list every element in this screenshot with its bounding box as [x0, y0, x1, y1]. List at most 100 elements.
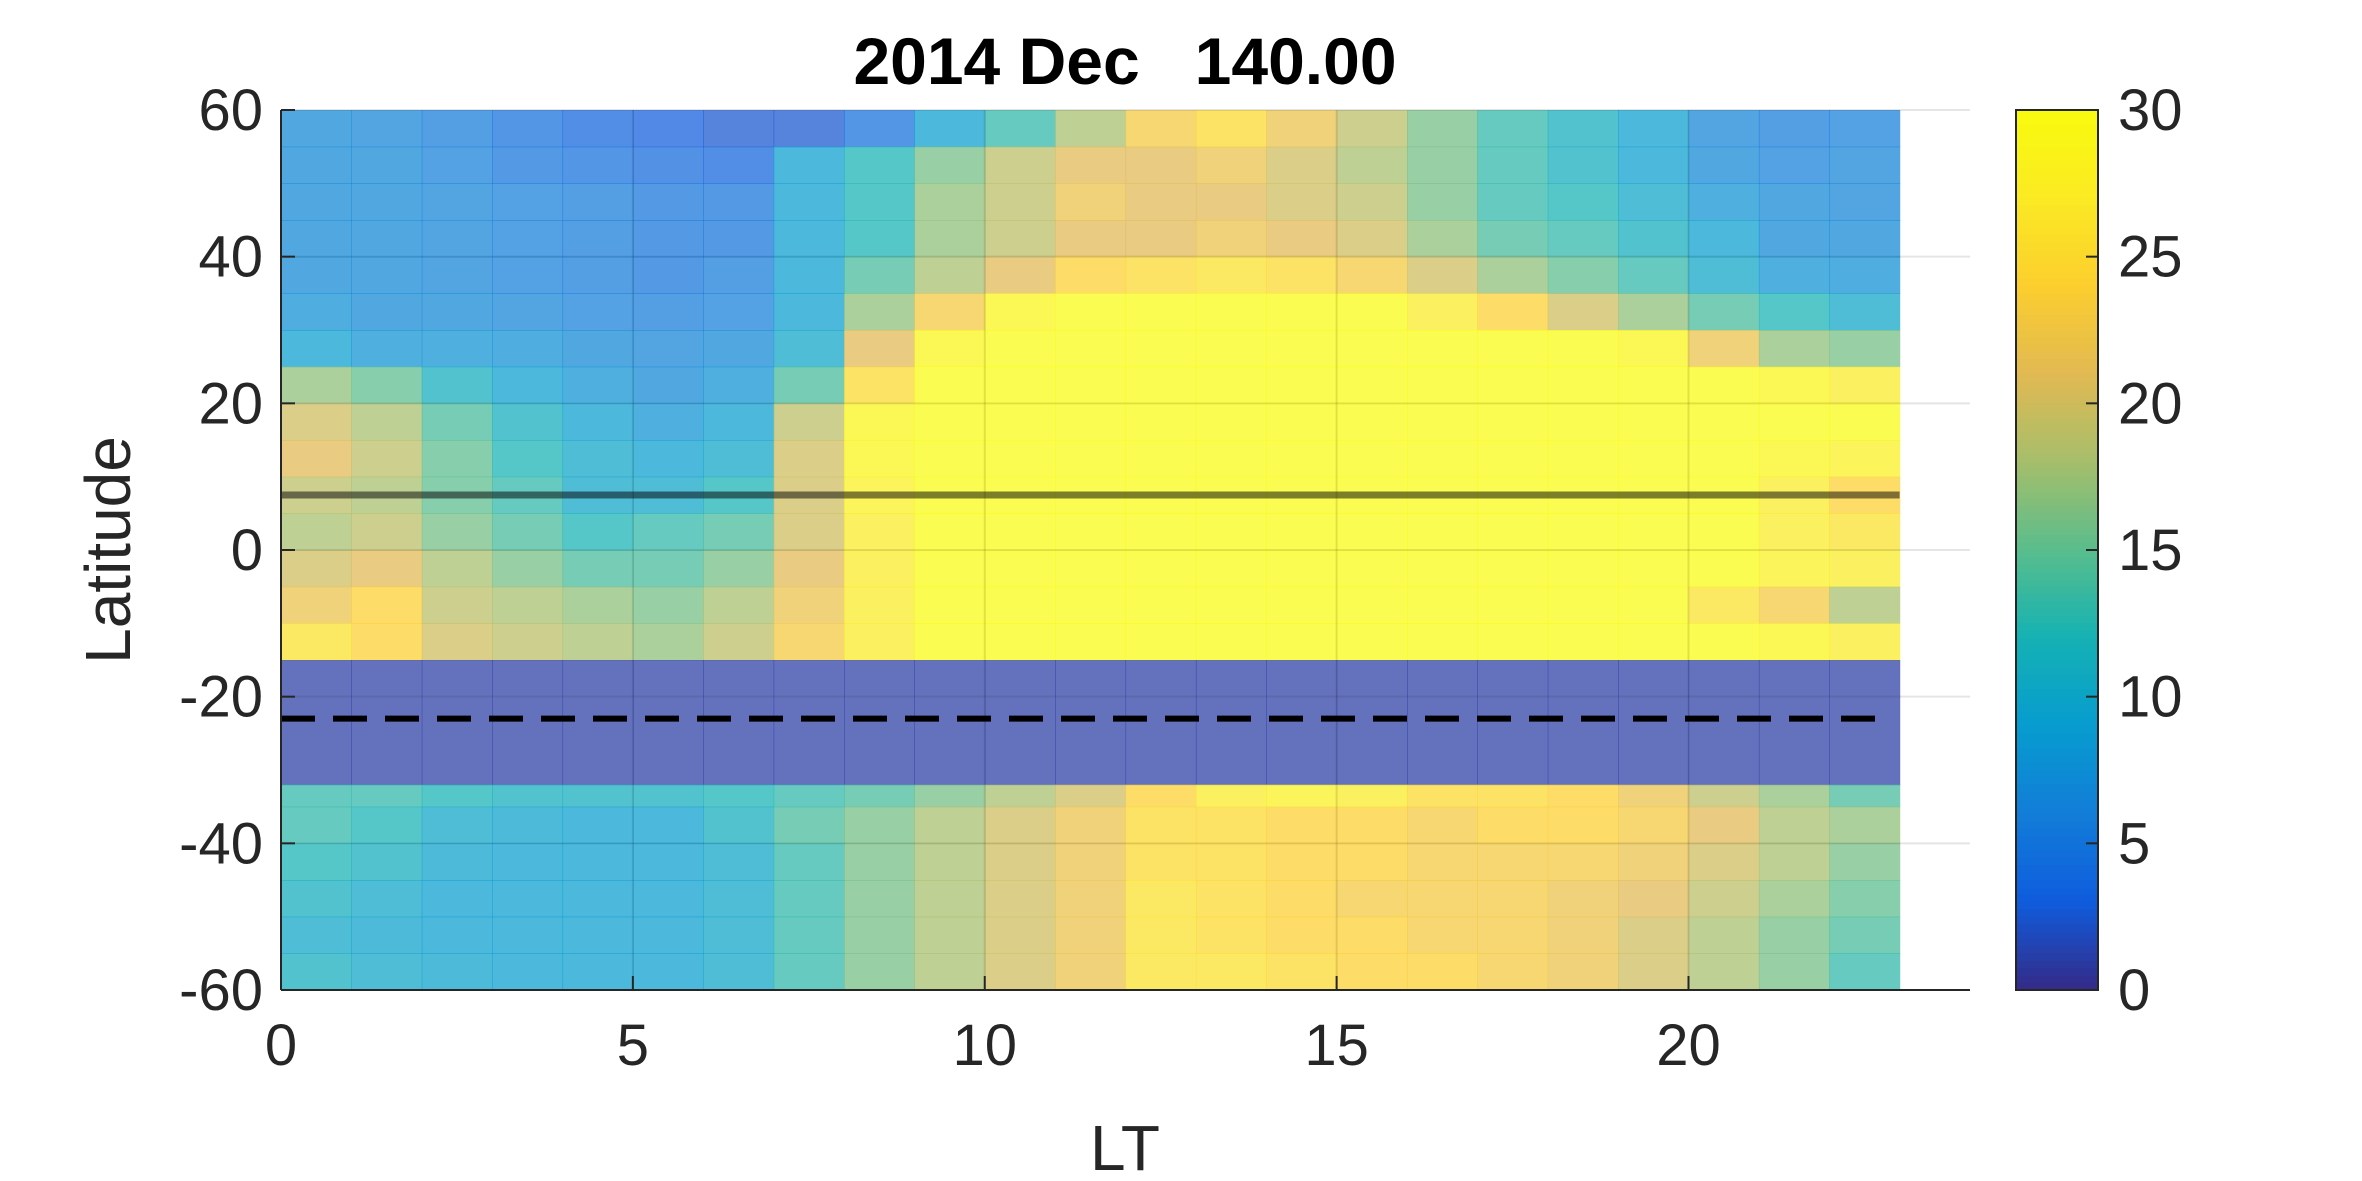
heatmap-cell — [984, 513, 1056, 551]
heatmap-cell — [844, 550, 915, 588]
colorbar-segment — [2016, 674, 2098, 683]
heatmap-cell — [773, 256, 845, 294]
heatmap-cell — [1266, 953, 1338, 991]
heatmap-cell — [492, 183, 564, 221]
heatmap-cell — [492, 806, 564, 844]
heatmap-cell — [1547, 110, 1619, 148]
colorbar-segment — [2016, 828, 2098, 837]
heatmap-cell — [1407, 843, 1478, 881]
heatmap-cell — [1618, 843, 1690, 881]
heatmap-cell — [1688, 146, 1760, 184]
heatmap-cell — [1407, 293, 1478, 331]
colorbar-segment — [2016, 689, 2098, 698]
heatmap-cell — [1618, 784, 1690, 808]
heatmap-cell — [1195, 550, 1267, 588]
y-axis-label: Latitude — [72, 436, 144, 664]
heatmap-cell — [1688, 660, 1760, 786]
heatmap-cell — [492, 256, 564, 294]
heatmap-cell — [1336, 146, 1408, 184]
colorbar-tick-label: 5 — [2118, 811, 2150, 876]
heatmap-cell — [1829, 110, 1901, 148]
heatmap-cell — [1266, 220, 1338, 258]
heatmap-cell — [703, 843, 775, 881]
heatmap-cell — [351, 953, 423, 991]
heatmap-cell — [562, 256, 634, 294]
colorbar-segment — [2016, 843, 2098, 852]
heatmap-cell — [351, 220, 423, 258]
heatmap-cell — [1829, 440, 1901, 478]
heatmap-cell — [1829, 806, 1901, 844]
heatmap-cell — [844, 806, 915, 844]
heatmap-cell — [1758, 784, 1830, 808]
heatmap-cell — [1407, 220, 1478, 258]
heatmap-cell — [1125, 660, 1197, 786]
heatmap-cell — [351, 880, 423, 918]
heatmap-cell — [1829, 880, 1901, 918]
heatmap-cell — [492, 953, 564, 991]
heatmap-cell — [1195, 880, 1267, 918]
heatmap-cell — [703, 586, 775, 624]
colorbar-segment — [2016, 359, 2098, 368]
heatmap-cell — [632, 366, 704, 404]
heatmap-cell — [1688, 366, 1760, 404]
heatmap-cell — [1055, 916, 1127, 954]
heatmap-cell — [632, 623, 704, 661]
heatmap-cell — [421, 440, 493, 478]
colorbar-tick-label: 10 — [2118, 665, 2183, 730]
colorbar-segment — [2016, 982, 2098, 991]
heatmap-cell — [351, 366, 423, 404]
heatmap-cell — [632, 110, 704, 148]
heatmap-cell — [1407, 916, 1478, 954]
heatmap-cell — [1547, 403, 1619, 441]
heatmap-cell — [351, 293, 423, 331]
colorbar-segment — [2016, 286, 2098, 294]
heatmap-cell — [562, 146, 634, 184]
colorbar-segment — [2016, 784, 2098, 793]
heatmap-cell — [632, 513, 704, 551]
heatmap-cell — [351, 843, 423, 881]
heatmap-cell — [773, 146, 845, 184]
heatmap-cell — [1195, 330, 1267, 368]
heatmap-cell — [703, 183, 775, 221]
heatmap-cell — [1829, 330, 1901, 368]
x-axis-label: LT — [1090, 1112, 1160, 1181]
colorbar-segment — [2016, 645, 2098, 654]
colorbar-segment — [2016, 469, 2098, 478]
heatmap-cell — [562, 806, 634, 844]
y-tick-label: -20 — [179, 665, 263, 730]
heatmap-cell — [1055, 880, 1127, 918]
heatmap-cell — [1266, 806, 1338, 844]
heatmap-cell — [1055, 550, 1127, 588]
heatmap-cell — [1125, 916, 1197, 954]
heatmap-cell — [281, 183, 352, 221]
heatmap-cell — [984, 953, 1056, 991]
heatmap-cell — [1125, 953, 1197, 991]
heatmap-cell — [1477, 513, 1549, 551]
heatmap-cell — [1547, 916, 1619, 954]
heatmap-cell — [1829, 220, 1901, 258]
heatmap-cell — [1125, 220, 1197, 258]
heatmap-cell — [1688, 403, 1760, 441]
colorbar-segment — [2016, 220, 2098, 228]
heatmap-cell — [281, 403, 352, 441]
heatmap-cell — [562, 586, 634, 624]
heatmap-cell — [421, 330, 493, 368]
heatmap-cell — [421, 366, 493, 404]
colorbar-segment — [2016, 227, 2098, 236]
heatmap-cell — [844, 953, 915, 991]
colorbar-segment — [2016, 410, 2098, 419]
heatmap-cell — [773, 183, 845, 221]
heatmap-cell — [1195, 220, 1267, 258]
heatmap-cell — [1195, 660, 1267, 786]
heatmap-cell — [492, 880, 564, 918]
heatmap-cell — [1195, 586, 1267, 624]
heatmap-cell — [1758, 916, 1830, 954]
heatmap-cell — [1688, 330, 1760, 368]
colorbar-segment — [2016, 608, 2098, 617]
heatmap-cell — [562, 183, 634, 221]
heatmap-cell — [1547, 293, 1619, 331]
heatmap-cell — [914, 623, 986, 661]
colorbar-segment — [2016, 146, 2098, 155]
colorbar-segment — [2016, 352, 2098, 360]
